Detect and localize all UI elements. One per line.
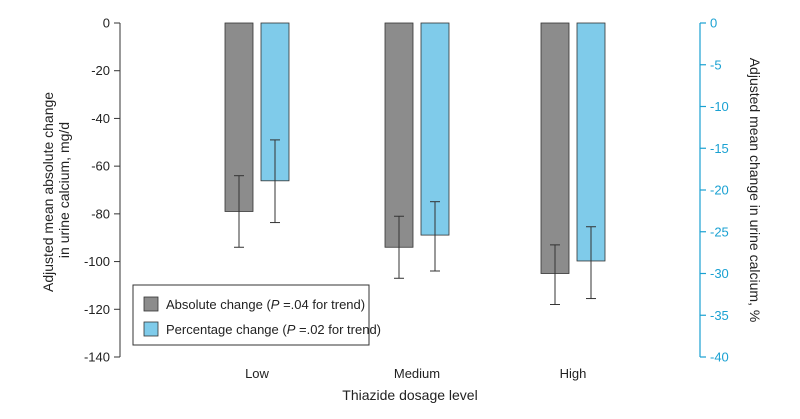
legend-absolute-p: P: [271, 297, 280, 312]
legend-percentage-suffix: =.02 for trend): [295, 322, 381, 337]
category-label-low: Low: [245, 366, 269, 381]
right-tick-label: -10: [710, 99, 729, 114]
left-tick-label: -40: [91, 111, 110, 126]
legend-absolute-suffix: =.04 for trend): [279, 297, 365, 312]
legend-label-absolute: Absolute change (P =.04 for trend): [166, 297, 365, 312]
left-tick-label: -120: [84, 302, 110, 317]
right-tick-label: -25: [710, 224, 729, 239]
x-axis-title: Thiazide dosage level: [342, 387, 477, 403]
right-tick-label: -30: [710, 266, 729, 281]
legend: Absolute change (P =.04 for trend) Perce…: [132, 284, 381, 346]
left-tick-label: -20: [91, 63, 110, 78]
left-axis-title-line2: in urine calcium, mg/d: [56, 122, 72, 258]
legend-percentage-prefix: Percentage change (: [166, 322, 287, 337]
legend-absolute-prefix: Absolute change (: [166, 297, 271, 312]
right-tick-label: -40: [710, 350, 729, 365]
legend-box: [132, 284, 370, 346]
left-axis-title-line1: Adjusted mean absolute change: [40, 92, 56, 292]
right-y-axis: 0 -5 -10 -15 -20 -25 -30 -35 -40: [699, 16, 729, 365]
bar-percentage-change-high: [576, 22, 606, 262]
left-tick-label: -140: [84, 350, 110, 365]
left-tick-label: -80: [91, 206, 110, 221]
category-label-medium: Medium: [394, 366, 440, 381]
legend-percentage-p: P: [287, 322, 296, 337]
right-tick-label: -15: [710, 141, 729, 156]
left-y-axis: 0 -20 -40 -60 -80 -100 -120 -140: [84, 16, 121, 365]
bars-group: [224, 22, 606, 306]
legend-swatch-percentage: [143, 321, 159, 337]
bar-absolute-change-medium: [384, 22, 414, 248]
left-tick-label: 0: [103, 16, 110, 31]
legend-swatch-absolute: [143, 296, 159, 312]
right-tick-label: -5: [710, 57, 722, 72]
bar-absolute-change-high: [540, 22, 570, 274]
left-tick-label: -60: [91, 159, 110, 174]
right-axis-title: Adjusted mean change in urine calcium, %: [747, 58, 763, 323]
category-label-high: High: [560, 366, 587, 381]
left-axis-title: Adjusted mean absolute change in urine c…: [40, 88, 72, 292]
left-tick-label: -100: [84, 254, 110, 269]
right-tick-label: -20: [710, 183, 729, 198]
right-tick-label: 0: [710, 16, 717, 31]
right-tick-label: -35: [710, 308, 729, 323]
legend-label-percentage: Percentage change (P =.02 for trend): [166, 322, 381, 337]
category-labels: Low Medium High: [245, 366, 586, 381]
